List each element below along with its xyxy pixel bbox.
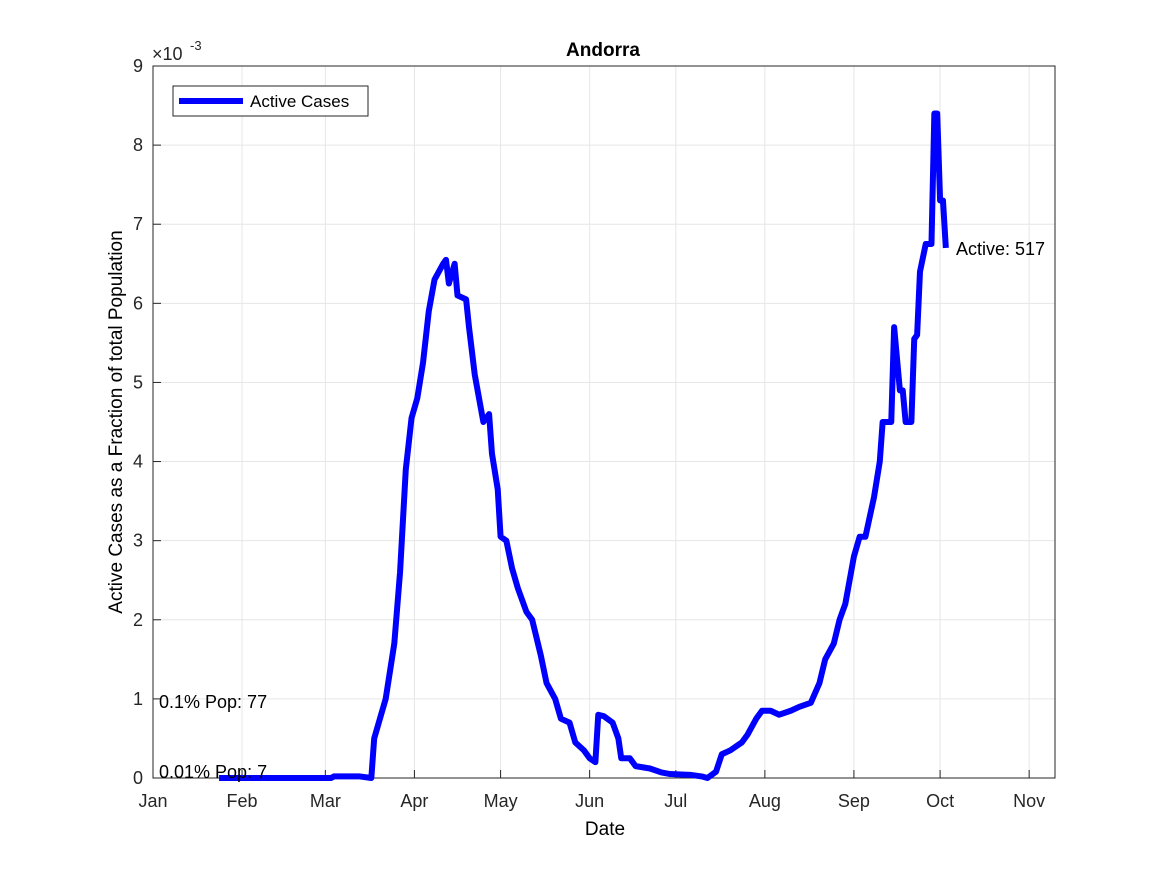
x-tick-label: Aug xyxy=(749,791,781,811)
x-tick-label: Feb xyxy=(227,791,258,811)
plot-frame xyxy=(152,65,1056,779)
x-tick-label: Jul xyxy=(664,791,687,811)
y-tick-label: 9 xyxy=(133,56,143,76)
x-tick-label: Apr xyxy=(400,791,428,811)
y-tick-label: 8 xyxy=(133,135,143,155)
x-tick-label: Sep xyxy=(838,791,870,811)
annotation: 0.01% Pop: 7 xyxy=(159,762,267,782)
x-axis-label: Date xyxy=(585,819,625,840)
y-tick-label: 5 xyxy=(133,372,143,392)
legend-label: Active Cases xyxy=(250,92,349,111)
y-tick-label: 6 xyxy=(133,293,143,313)
x-tick-label: Jun xyxy=(575,791,604,811)
y-axis-label: Active Cases as a Fraction of total Popu… xyxy=(106,230,127,613)
y-multiplier-exponent: -3 xyxy=(190,38,202,53)
y-tick-label: 2 xyxy=(133,610,143,630)
x-tick-label: May xyxy=(484,791,518,811)
annotation: Active: 517 xyxy=(956,239,1045,259)
y-tick-label: 4 xyxy=(133,452,143,472)
y-tick-label: 3 xyxy=(133,531,143,551)
chart-title: Andorra xyxy=(566,40,640,61)
annotation: 0.1% Pop: 77 xyxy=(159,692,267,712)
y-tick-label: 7 xyxy=(133,214,143,234)
x-tick-label: Jan xyxy=(138,791,167,811)
x-tick-label: Oct xyxy=(926,791,954,811)
y-tick-label: 0 xyxy=(133,768,143,788)
x-tick-label: Mar xyxy=(310,791,341,811)
x-tick-label: Nov xyxy=(1013,791,1045,811)
y-multiplier: ×10 xyxy=(152,44,183,64)
y-tick-label: 1 xyxy=(133,689,143,709)
data-line xyxy=(219,110,949,781)
